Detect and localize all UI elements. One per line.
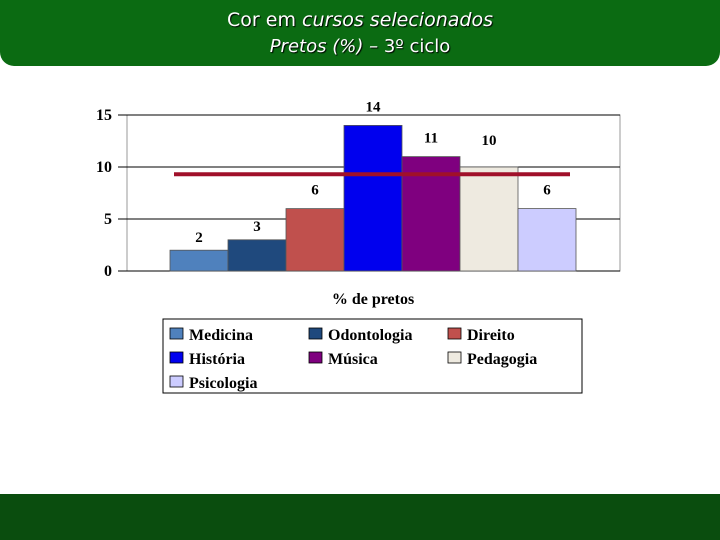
legend-swatch bbox=[169, 351, 184, 364]
y-tick-label: 5 bbox=[104, 211, 112, 228]
title-plain: Cor em bbox=[227, 9, 296, 31]
data-label: 6 bbox=[311, 183, 319, 199]
legend-label: Pedagogia bbox=[467, 351, 537, 368]
bar-medicina bbox=[169, 249, 229, 272]
legend-label: Música bbox=[328, 351, 378, 368]
slide-subtitle: Pretos (%) – 3º ciclo bbox=[0, 36, 720, 58]
bar-história bbox=[343, 125, 403, 272]
legend-box bbox=[162, 318, 583, 394]
legend-swatch bbox=[308, 327, 323, 340]
data-label: 11 bbox=[424, 131, 438, 147]
bar-psicologia bbox=[517, 208, 577, 272]
legend-swatch bbox=[447, 351, 462, 364]
data-label: 3 bbox=[253, 219, 261, 235]
title-italic: cursos selecionados bbox=[302, 9, 493, 31]
legend-swatch bbox=[169, 375, 184, 388]
legend-swatch bbox=[447, 327, 462, 340]
legend-label: Direito bbox=[467, 327, 515, 344]
y-tick-label: 15 bbox=[96, 107, 112, 124]
legend-swatch bbox=[169, 327, 184, 340]
bar-direito bbox=[285, 208, 345, 272]
data-label: 10 bbox=[482, 133, 497, 149]
x-axis-label: % de pretos bbox=[332, 291, 414, 308]
y-tick-label: 10 bbox=[96, 159, 112, 176]
subtitle-italic: Pretos (%) – bbox=[269, 36, 379, 57]
title-banner: Cor em cursos selecionados Pretos (%) – … bbox=[0, 0, 720, 66]
bar-odontologia bbox=[227, 239, 287, 272]
data-label: 14 bbox=[366, 99, 382, 115]
data-label: 6 bbox=[543, 183, 551, 199]
bar-pedagogia bbox=[459, 166, 519, 272]
footer-band bbox=[0, 494, 720, 540]
legend-label: Odontologia bbox=[328, 327, 412, 344]
legend-swatch bbox=[308, 351, 323, 364]
legend-label: História bbox=[189, 351, 245, 368]
legend-label: Medicina bbox=[189, 327, 253, 344]
bar-chart: 0 5 10 15 2 3 6 14 11 10 6 % de pretos Medicina Odont… bbox=[96, 99, 621, 394]
data-label: 2 bbox=[195, 230, 203, 246]
slide-title: Cor em cursos selecionados bbox=[0, 9, 720, 31]
subtitle-plain: 3º ciclo bbox=[383, 36, 451, 57]
legend-label: Psicologia bbox=[189, 375, 257, 392]
y-tick-label: 0 bbox=[104, 263, 112, 280]
